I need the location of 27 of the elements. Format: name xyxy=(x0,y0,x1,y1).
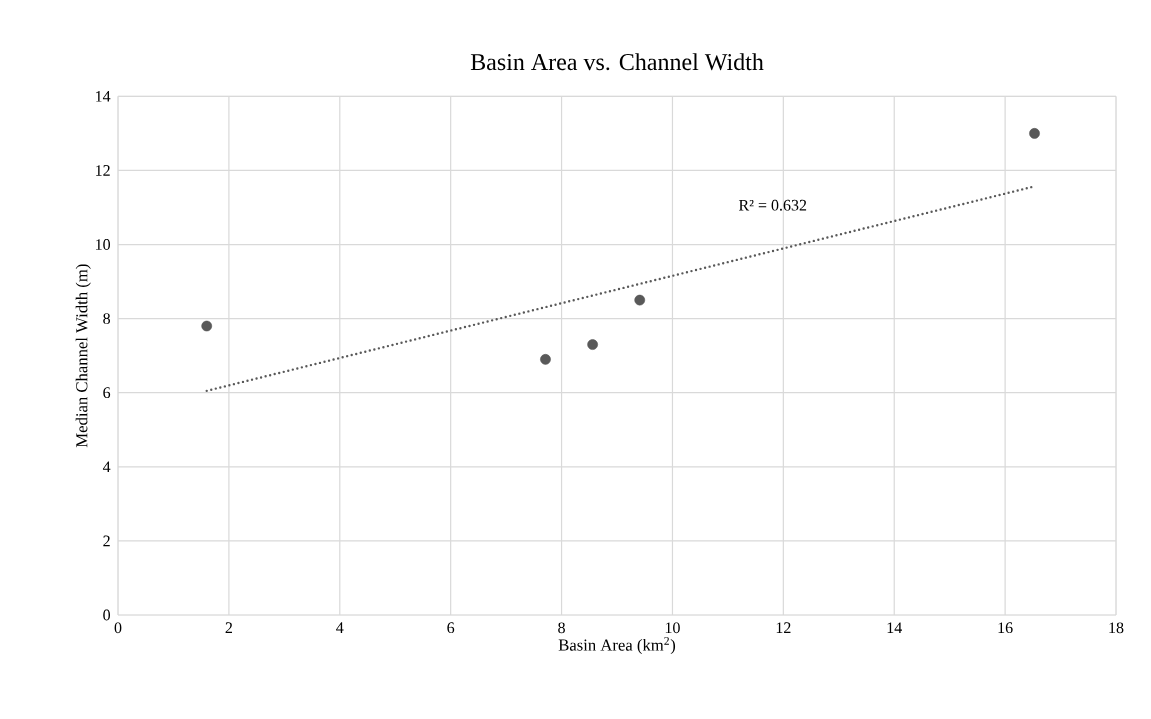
x-tick-label: 10 xyxy=(665,622,680,634)
chart-title: Basin Area vs. Channel Width xyxy=(470,53,764,71)
annotation: R² = 0.632 xyxy=(738,199,807,211)
point xyxy=(201,320,213,332)
y-tick-label: 4 xyxy=(102,461,111,473)
x-tick-label: 12 xyxy=(776,622,791,633)
x-tick-label: 2 xyxy=(225,622,233,633)
point xyxy=(540,354,551,365)
x-tick-label: 0 xyxy=(114,622,122,634)
y-tick-label: 12 xyxy=(96,165,110,176)
y-tick-label: 0 xyxy=(103,609,111,621)
x-axis-title: Basin Area (km$^{2}$) xyxy=(558,637,676,655)
point xyxy=(587,339,598,350)
y-tick-label: 6 xyxy=(103,387,111,399)
x-tick-label: 4 xyxy=(336,622,344,633)
x-tick-label: 16 xyxy=(998,622,1013,634)
x-tick-label: 8 xyxy=(558,622,565,634)
point xyxy=(634,294,646,306)
point xyxy=(1029,128,1040,139)
y-tick-label: 14 xyxy=(96,91,111,102)
x-tick-label: 14 xyxy=(887,622,902,633)
x-tick-label: 18 xyxy=(1109,622,1124,634)
y-tick-label: 10 xyxy=(96,239,111,250)
y-tick-label: 2 xyxy=(103,535,110,547)
y-axis-title: Median Channel Width (m) xyxy=(75,264,91,448)
y-tick-label: 8 xyxy=(103,313,111,325)
x-tick-label: 6 xyxy=(447,622,455,634)
